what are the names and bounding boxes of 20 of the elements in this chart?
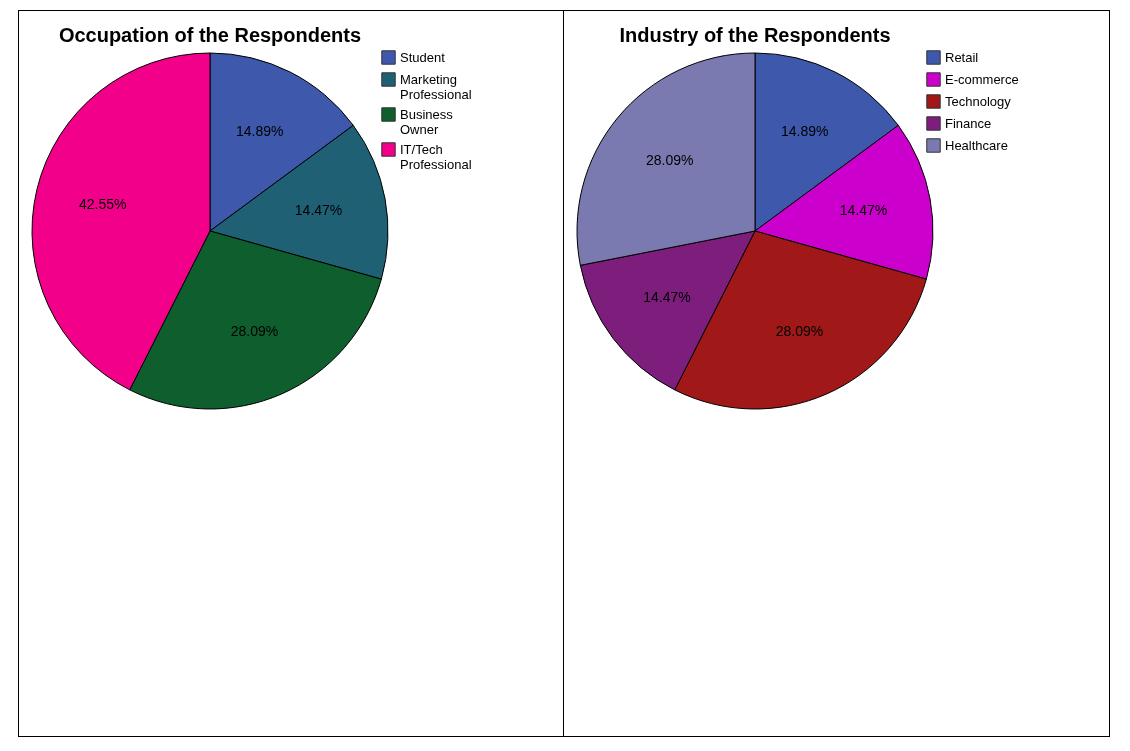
data-label: 14.47%: [294, 202, 343, 219]
legend-label: Marketing Professional: [400, 71, 472, 102]
chart-title: Industry of the Respondents: [619, 24, 891, 46]
data-label: 14.89%: [781, 123, 829, 140]
legend-label: IT/Tech Professional: [400, 141, 472, 172]
legend-label: Technology: [945, 93, 1012, 109]
legend-label: E-commerce: [945, 71, 1019, 87]
legend-label: Retail: [945, 49, 979, 65]
data-label: 14.89%: [236, 123, 284, 140]
data-label: 14.47%: [643, 288, 691, 305]
legend-label: Business Owner: [400, 106, 454, 137]
chart-title: Occupation of the Respondents: [58, 24, 362, 46]
legend-label: Student: [400, 49, 446, 65]
legend-label: Healthcare: [945, 137, 1008, 153]
data-label: 28.09%: [230, 323, 279, 340]
data-label: 28.09%: [646, 151, 694, 168]
data-label: 42.55%: [78, 196, 127, 213]
data-label: 14.47%: [839, 202, 888, 219]
legend-label: Finance: [945, 115, 992, 131]
data-label: 28.09%: [775, 323, 824, 340]
